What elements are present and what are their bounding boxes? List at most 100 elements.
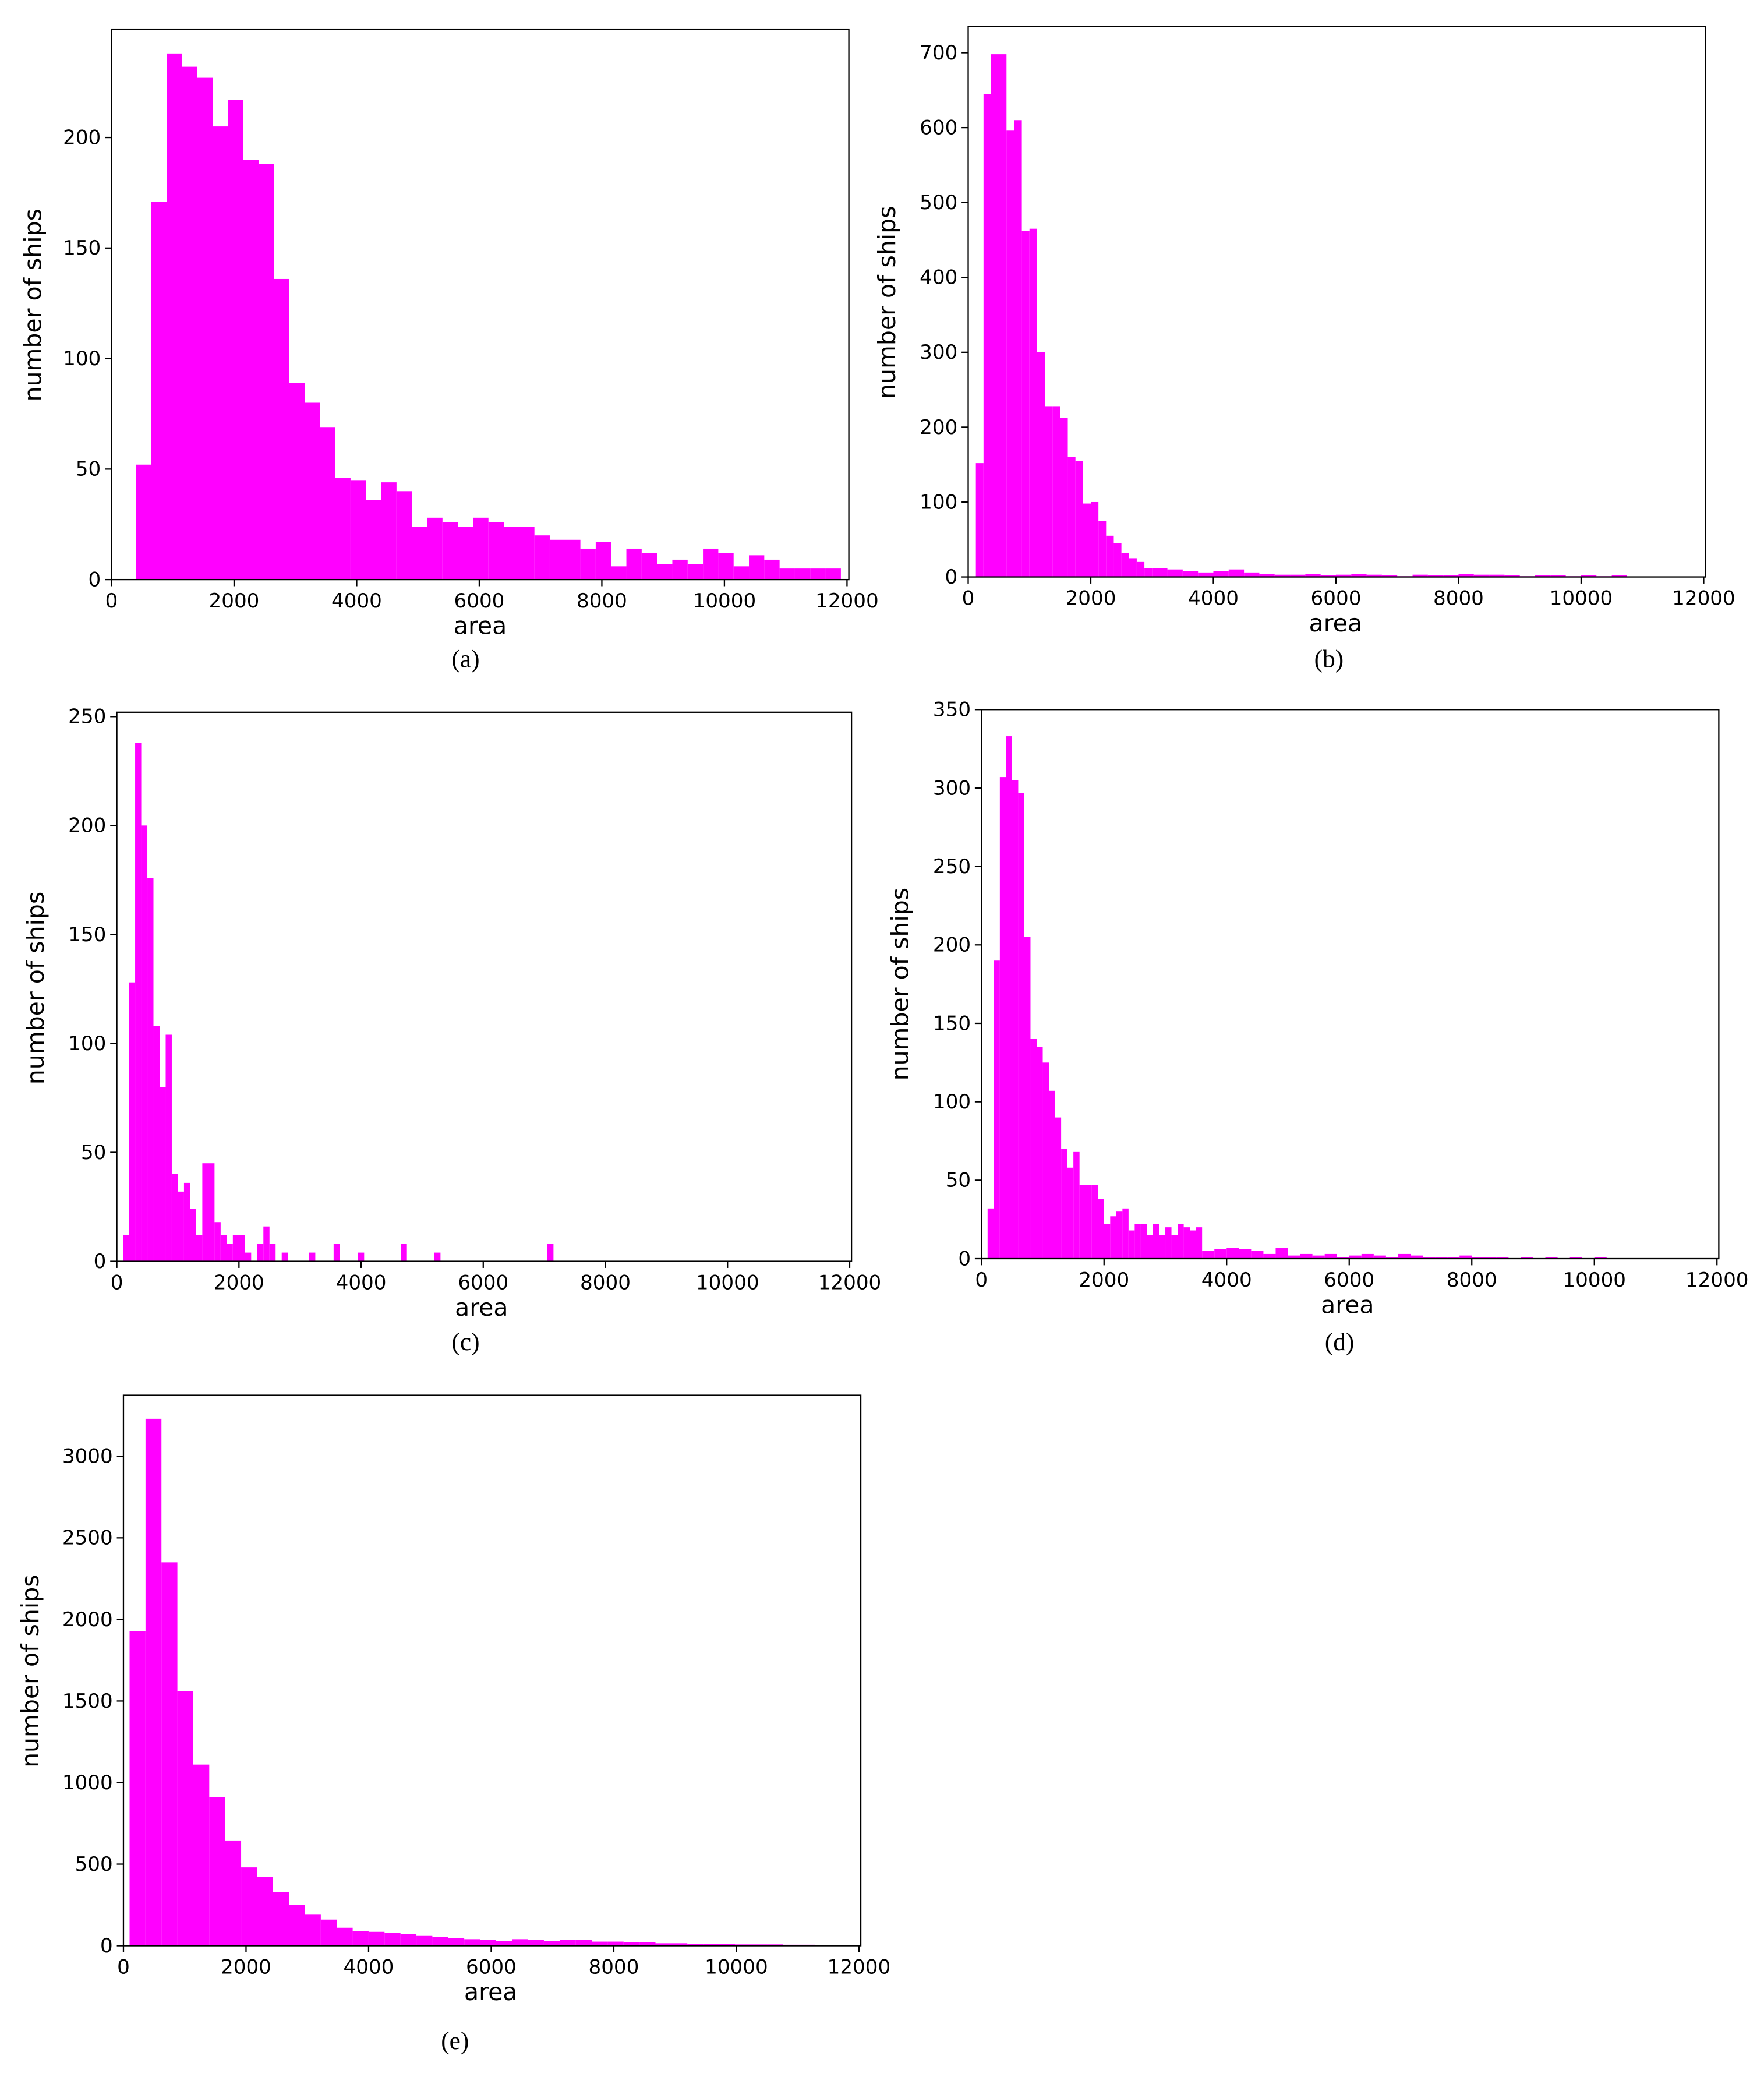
bar: [547, 1244, 554, 1262]
bar: [245, 1252, 252, 1262]
bar: [1324, 1253, 1337, 1259]
bar: [991, 54, 999, 577]
bar: [504, 527, 519, 580]
bar: [1581, 575, 1597, 577]
bar: [687, 564, 704, 580]
bar: [1569, 1257, 1582, 1259]
bar: [1398, 1253, 1411, 1259]
bar: [1489, 574, 1505, 577]
bar: [1060, 418, 1068, 577]
bar: [136, 464, 151, 580]
bar: [1275, 1248, 1288, 1259]
bar: [1198, 572, 1214, 577]
x-tick-label: 10000: [693, 589, 756, 613]
bar: [1083, 503, 1091, 577]
bar: [333, 1244, 340, 1262]
bar: [519, 527, 535, 580]
bar: [1171, 1235, 1178, 1259]
x-tick-label: 2000: [1066, 587, 1116, 610]
y-tick-label: 1000: [62, 1771, 113, 1795]
bar: [1055, 1117, 1062, 1259]
y-tick-label: 50: [76, 458, 101, 481]
caption: (c): [451, 1328, 479, 1356]
bar: [1147, 1235, 1153, 1259]
bar: [320, 1919, 337, 1946]
bar: [496, 1941, 512, 1946]
bar: [779, 568, 795, 580]
bar: [825, 568, 841, 580]
bar: [257, 1877, 273, 1946]
y-tick-label: 0: [89, 568, 101, 591]
bar: [473, 517, 489, 580]
bar: [1067, 1167, 1074, 1259]
x-tick-label: 12000: [828, 1955, 891, 1979]
x-tick-label: 0: [962, 587, 975, 610]
x-tick-label: 4000: [331, 589, 382, 613]
bar: [368, 1931, 385, 1946]
bar: [1288, 1255, 1300, 1259]
bar: [657, 564, 673, 580]
x-tick-label: 8000: [588, 1955, 639, 1979]
chart: 0 2000 4000 6000 8000 10000 12000 0 50 100 150 200 2…: [22, 705, 881, 1356]
bar: [190, 1209, 196, 1262]
y-tick-label: 2500: [62, 1527, 113, 1550]
bar: [1361, 1253, 1374, 1259]
bar: [1165, 1227, 1172, 1259]
bar: [335, 478, 351, 580]
y-axis-label: number of ships: [16, 1574, 44, 1767]
x-tick-label: 4000: [344, 1955, 394, 1979]
bar: [1259, 574, 1275, 577]
bar: [366, 500, 381, 580]
bar: [159, 1087, 166, 1262]
bar: [733, 566, 750, 580]
x-tick-label: 4000: [1188, 587, 1239, 610]
x-tick-label: 10000: [705, 1955, 768, 1979]
bar: [999, 54, 1007, 577]
x-tick-label: 2000: [209, 589, 260, 613]
bar: [1366, 574, 1382, 577]
bar: [794, 568, 811, 580]
chart: 0 2000 4000 6000 8000 10000 12000 0 50 100 150 200 2…: [886, 698, 1749, 1356]
bar: [1183, 1227, 1190, 1259]
bar: [352, 1931, 369, 1946]
bar: [1545, 1257, 1558, 1259]
x-tick-label: 0: [105, 589, 118, 613]
bar: [178, 1191, 184, 1262]
caption: (e): [441, 2027, 469, 2055]
bar: [1140, 1224, 1147, 1259]
bar: [1136, 561, 1145, 577]
y-tick-label: 400: [920, 266, 957, 289]
x-axis-label: area: [1321, 1291, 1374, 1319]
bar: [232, 1235, 239, 1262]
y-tick-label: 50: [946, 1169, 971, 1192]
x-tick-label: 2000: [1079, 1269, 1129, 1292]
y-tick-label: 0: [945, 566, 958, 589]
x-tick-label: 12000: [1672, 587, 1735, 610]
bar: [448, 1938, 465, 1946]
bar: [151, 202, 167, 580]
bar: [442, 522, 458, 580]
x-tick-label: 6000: [1324, 1269, 1374, 1292]
bar: [1349, 1255, 1362, 1259]
bar: [432, 1937, 448, 1946]
bar: [560, 1940, 576, 1946]
bar: [1385, 1257, 1398, 1259]
bar: [1052, 406, 1060, 577]
bar: [1305, 574, 1321, 577]
bar: [1012, 780, 1019, 1259]
y-tick-label: 350: [933, 698, 971, 722]
x-tick-label: 0: [117, 1955, 130, 1979]
bar: [123, 1235, 129, 1262]
bar: [1300, 1253, 1313, 1259]
bar: [1091, 1185, 1098, 1259]
bar: [528, 1940, 544, 1946]
x-tick-label: 2000: [214, 1271, 264, 1294]
bar: [227, 1244, 233, 1262]
bar: [416, 1935, 433, 1946]
x-tick-label: 6000: [466, 1955, 517, 1979]
y-tick-label: 300: [920, 341, 957, 364]
plot-frame: [981, 709, 1720, 1260]
y-tick-label: 200: [920, 416, 957, 439]
y-tick-label: 150: [68, 923, 106, 946]
